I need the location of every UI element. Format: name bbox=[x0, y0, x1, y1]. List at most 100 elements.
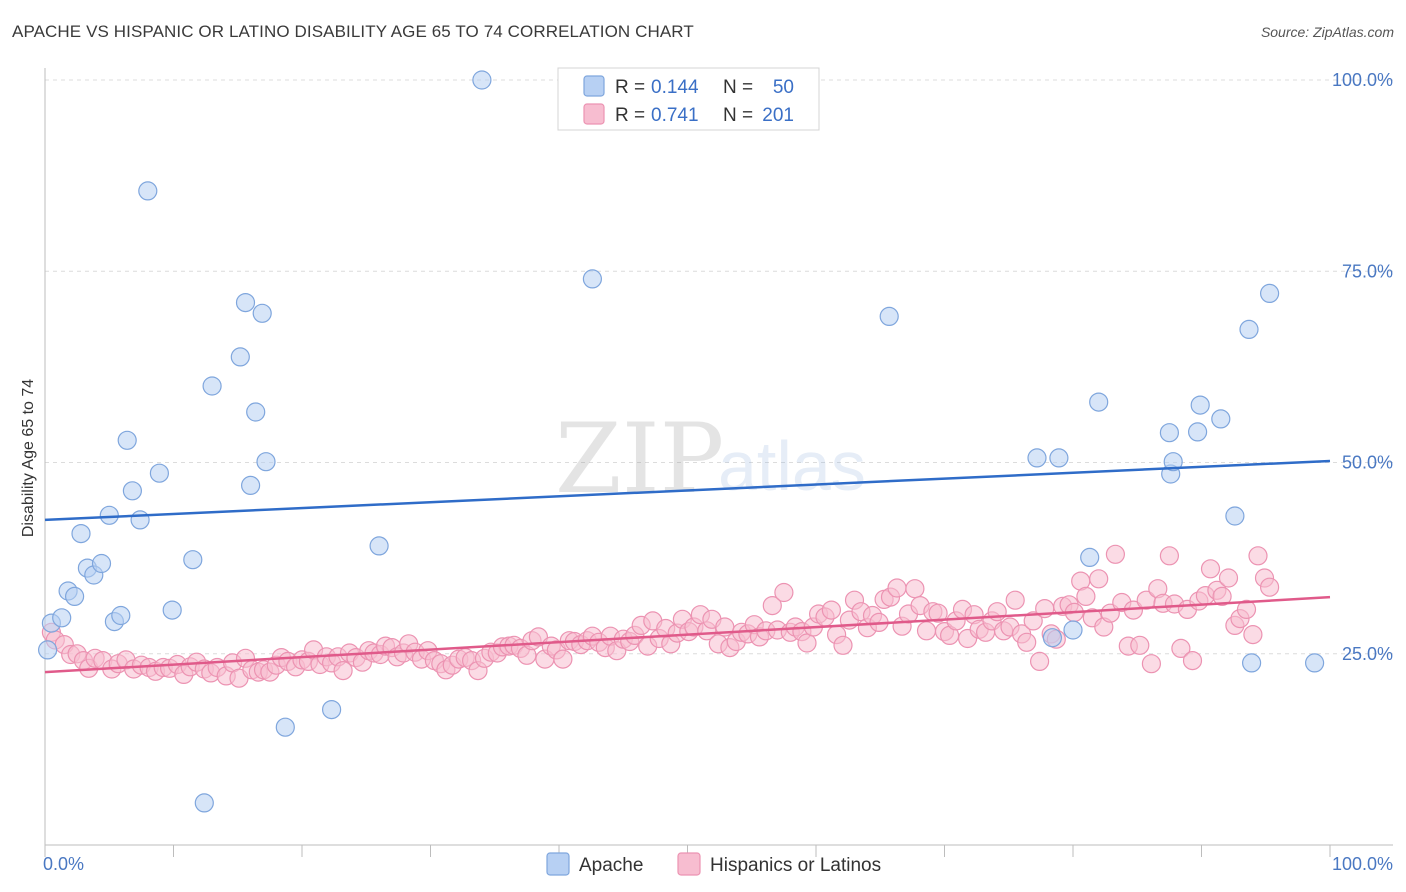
apache-point-23 bbox=[241, 475, 261, 495]
apache-points bbox=[37, 70, 1325, 813]
apache-point-36 bbox=[1063, 620, 1083, 640]
apache-point-42 bbox=[1187, 422, 1208, 442]
apache-point-21 bbox=[230, 347, 250, 367]
apache-point-34 bbox=[1042, 628, 1063, 648]
hispanic-point-159 bbox=[1023, 611, 1043, 631]
hispanic-point-197 bbox=[1248, 546, 1268, 566]
hispanic-point-173 bbox=[1105, 544, 1126, 564]
apache-point-27 bbox=[275, 717, 295, 737]
stats-legend: R = 0.144 N = 50 R = 0.741 N = 201 bbox=[557, 67, 820, 131]
apache-point-44 bbox=[1211, 409, 1231, 429]
y-tick-label-100: 100.0% bbox=[1332, 70, 1393, 90]
apache-point-38 bbox=[1089, 392, 1109, 412]
apache-point-22 bbox=[235, 293, 256, 313]
bottom-legend-label-hispanic: Hispanics or Latinos bbox=[710, 855, 881, 876]
apache-point-33 bbox=[1027, 448, 1047, 468]
y-tick-label-50: 50.0% bbox=[1342, 453, 1393, 473]
trend-lines bbox=[44, 459, 1331, 674]
y-tick-label-25: 25.0% bbox=[1342, 644, 1393, 664]
legend-n-value-apache: 50 bbox=[773, 77, 794, 98]
apache-point-12 bbox=[117, 430, 137, 450]
apache-point-19 bbox=[194, 793, 214, 813]
apache-point-28 bbox=[322, 699, 342, 720]
apache-point-37 bbox=[1080, 547, 1100, 568]
apache-point-11 bbox=[111, 605, 131, 626]
bottom-legend-swatch-hispanic bbox=[677, 852, 701, 876]
hispanic-point-156 bbox=[1005, 590, 1025, 610]
hispanic-point-127 bbox=[833, 635, 853, 655]
y-tick-labels: 25.0% 50.0% 75.0% 100.0% bbox=[1332, 70, 1393, 664]
apache-point-14 bbox=[130, 510, 150, 530]
apache-point-18 bbox=[183, 550, 203, 570]
apache-point-47 bbox=[1241, 653, 1262, 673]
hispanic-point-199 bbox=[1259, 577, 1280, 597]
bottom-legend-label-apache: Apache bbox=[579, 855, 643, 876]
y-axis-title: Disability Age 65 to 74 bbox=[20, 379, 37, 537]
hispanic-trend-line bbox=[44, 595, 1331, 674]
legend-swatch-apache bbox=[583, 75, 605, 97]
hispanic-points bbox=[41, 544, 1280, 688]
legend-r-label-apache: R = bbox=[615, 77, 645, 98]
hispanic-point-44 bbox=[333, 660, 353, 681]
hispanic-point-184 bbox=[1171, 638, 1191, 659]
apache-point-30 bbox=[472, 70, 492, 90]
hispanic-point-141 bbox=[916, 621, 937, 641]
apache-point-24 bbox=[246, 402, 266, 422]
hispanic-point-168 bbox=[1076, 586, 1096, 607]
hispanic-point-179 bbox=[1141, 654, 1162, 674]
apache-point-43 bbox=[1190, 395, 1210, 415]
x-tick-label-max: 100.0% bbox=[1332, 854, 1393, 874]
apache-point-39 bbox=[1159, 423, 1180, 443]
apache-point-41 bbox=[1163, 452, 1183, 472]
legend-n-value-hispanic: 201 bbox=[762, 105, 794, 126]
source-credit: Source: ZipAtlas.com bbox=[1260, 24, 1394, 40]
apache-trend-line bbox=[44, 459, 1331, 522]
apache-point-25 bbox=[252, 303, 272, 323]
apache-point-4 bbox=[64, 586, 85, 607]
hispanic-point-121 bbox=[797, 633, 817, 653]
apache-point-8 bbox=[91, 553, 112, 574]
hispanic-point-192 bbox=[1218, 568, 1239, 588]
apache-point-5 bbox=[71, 523, 91, 544]
apache-point-17 bbox=[162, 600, 182, 620]
hispanic-point-76 bbox=[528, 627, 549, 647]
hispanic-point-125 bbox=[821, 600, 842, 620]
hispanic-point-170 bbox=[1089, 569, 1109, 589]
x-tick-label-min: 0.0% bbox=[43, 854, 84, 874]
hispanic-point-143 bbox=[928, 603, 948, 623]
watermark: ZIP atlas bbox=[555, 403, 866, 515]
hispanic-point-117 bbox=[774, 582, 794, 603]
apache-point-48 bbox=[1259, 283, 1280, 303]
apache-point-16 bbox=[149, 463, 169, 483]
apache-point-9 bbox=[99, 505, 119, 525]
axes bbox=[44, 68, 1393, 857]
watermark-zip: ZIP bbox=[555, 403, 724, 515]
apache-point-26 bbox=[256, 452, 276, 472]
hispanic-point-136 bbox=[887, 578, 907, 598]
legend-r-value-apache: 0.144 bbox=[651, 77, 699, 98]
apache-point-20 bbox=[202, 376, 222, 396]
apache-point-13 bbox=[122, 481, 142, 501]
bottom-legend-swatch-apache bbox=[546, 852, 570, 876]
y-tick-label-75: 75.0% bbox=[1342, 261, 1393, 281]
hispanic-point-189 bbox=[1200, 559, 1221, 579]
apache-point-31 bbox=[582, 269, 603, 289]
apache-point-49 bbox=[1304, 653, 1325, 673]
apache-point-15 bbox=[138, 181, 158, 201]
series-legend: Apache Hispanics or Latinos bbox=[546, 852, 881, 876]
legend-n-label-apache: N = bbox=[723, 77, 753, 98]
hispanic-point-158 bbox=[1017, 632, 1037, 652]
grid bbox=[45, 79, 1393, 655]
hispanic-point-115 bbox=[762, 595, 782, 616]
apache-point-32 bbox=[879, 306, 899, 326]
hispanic-point-186 bbox=[1182, 650, 1203, 671]
chart-title: APACHE VS HISPANIC OR LATINO DISABILITY … bbox=[12, 22, 694, 41]
hispanic-point-139 bbox=[905, 579, 925, 599]
legend-r-label-hispanic: R = bbox=[615, 105, 645, 126]
hispanic-point-177 bbox=[1130, 635, 1150, 655]
apache-point-35 bbox=[1049, 448, 1069, 468]
legend-r-value-hispanic: 0.741 bbox=[651, 105, 699, 126]
hispanic-point-195 bbox=[1236, 599, 1257, 620]
apache-point-45 bbox=[1225, 506, 1245, 526]
